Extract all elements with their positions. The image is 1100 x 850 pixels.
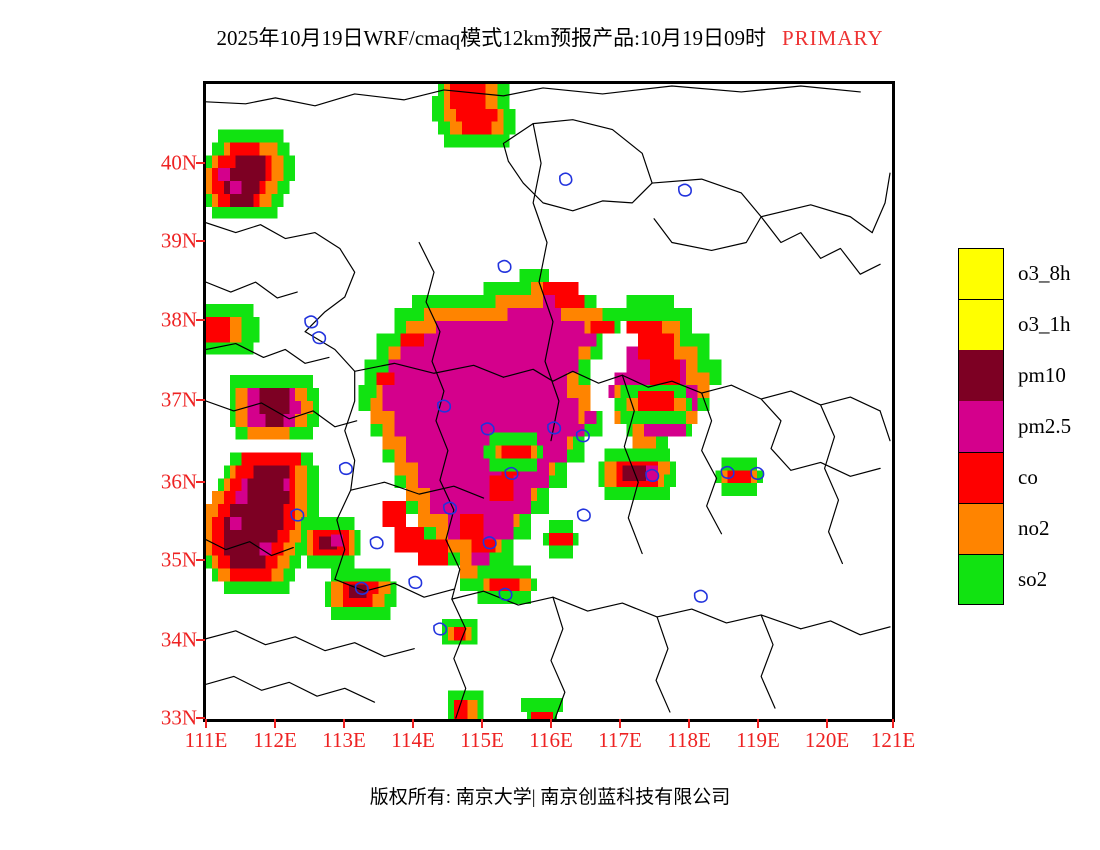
pollutant-legend: o3_8h o3_1h pm10 pm2.5 co no2 so2 xyxy=(958,248,1071,605)
legend-label-co: co xyxy=(1018,465,1038,489)
y-tick-mark xyxy=(196,399,205,401)
province-boundaries xyxy=(206,85,891,719)
x-tick-mark xyxy=(412,719,414,728)
title-primary-badge: PRIMARY xyxy=(781,26,884,50)
x-tick-label-121e: 121E xyxy=(870,728,916,752)
y-tick-mark xyxy=(196,639,205,641)
cluster-south-edge xyxy=(447,690,563,719)
legend-item-pm10[interactable]: pm10 xyxy=(958,350,1071,401)
legend-swatch-no2 xyxy=(958,503,1004,554)
x-tick-mark xyxy=(274,719,276,728)
legend-label-pm10: pm10 xyxy=(1018,363,1066,387)
x-tick-mark xyxy=(757,719,759,728)
legend-item-co[interactable]: co xyxy=(958,452,1071,503)
legend-label-o3_1h: o3_1h xyxy=(1018,312,1071,336)
x-tick-label-115e: 115E xyxy=(460,728,504,752)
y-tick-label-34n: 34N xyxy=(160,627,197,652)
legend-label-o3_8h: o3_8h xyxy=(1018,261,1071,285)
x-tick-mark xyxy=(481,719,483,728)
map-canvas xyxy=(206,84,891,719)
pollutant-raster xyxy=(206,84,764,719)
water-bodies xyxy=(290,172,765,636)
page-title: 2025年10月19日WRF/cmaq模式12km预报产品:10月19日09时 P… xyxy=(0,22,1100,52)
x-tick-label-119e: 119E xyxy=(736,728,780,752)
x-tick-label-117e: 117E xyxy=(598,728,642,752)
legend-label-pm25: pm2.5 xyxy=(1018,414,1072,438)
y-tick-label-38n: 38N xyxy=(160,307,197,332)
legend-item-o3_8h[interactable]: o3_8h xyxy=(958,248,1071,299)
cluster-south-113e xyxy=(301,516,361,569)
x-tick-mark xyxy=(550,719,552,728)
x-tick-mark xyxy=(688,719,690,728)
title-text: 2025年10月19日WRF/cmaq模式12km预报产品:10月19日09时 xyxy=(216,26,766,50)
x-tick-label-112e: 112E xyxy=(253,728,297,752)
cluster-sw-pm10 xyxy=(206,452,320,595)
x-tick-mark xyxy=(892,719,894,728)
legend-label-no2: no2 xyxy=(1018,516,1050,540)
y-tick-mark xyxy=(196,319,205,321)
x-tick-mark xyxy=(619,719,621,728)
x-tick-mark xyxy=(205,719,207,728)
cluster-west-37n xyxy=(229,375,320,440)
y-tick-mark xyxy=(196,162,205,164)
cluster-misc-small xyxy=(441,519,579,645)
y-tick-label-35n: 35N xyxy=(160,547,197,572)
x-tick-label-114e: 114E xyxy=(391,728,435,752)
cluster-east-116e xyxy=(614,385,692,424)
cluster-nw-shanxi xyxy=(206,129,296,219)
legend-swatch-o3_8h xyxy=(958,248,1004,299)
legend-item-o3_1h[interactable]: o3_1h xyxy=(958,299,1071,350)
cluster-west-38n xyxy=(206,303,260,355)
legend-swatch-so2 xyxy=(958,554,1004,605)
legend-item-pm25[interactable]: pm2.5 xyxy=(958,401,1071,452)
x-tick-label-118e: 118E xyxy=(667,728,711,752)
legend-swatch-pm25 xyxy=(958,401,1004,452)
y-tick-label-36n: 36N xyxy=(160,469,197,494)
legend-swatch-pm10 xyxy=(958,350,1004,401)
legend-item-no2[interactable]: no2 xyxy=(958,503,1071,554)
y-tick-mark xyxy=(196,559,205,561)
y-tick-mark xyxy=(196,481,205,483)
y-tick-mark xyxy=(196,717,205,719)
y-tick-label-40n: 40N xyxy=(160,150,197,175)
legend-swatch-o3_1h xyxy=(958,299,1004,350)
cluster-central-main xyxy=(358,269,722,605)
x-tick-label-116e: 116E xyxy=(529,728,573,752)
y-tick-mark xyxy=(196,240,205,242)
y-tick-label-37n: 37N xyxy=(160,387,197,412)
legend-swatch-co xyxy=(958,452,1004,503)
x-tick-mark xyxy=(343,719,345,728)
legend-item-so2[interactable]: so2 xyxy=(958,554,1071,605)
copyright-footer: 版权所有: 南京大学| 南京创蓝科技有限公司 xyxy=(369,787,731,808)
cluster-113e-35n xyxy=(324,568,397,620)
cluster-north-imar xyxy=(432,84,516,148)
cluster-118e xyxy=(598,448,676,501)
y-tick-label-33n: 33N xyxy=(160,705,197,730)
x-tick-mark xyxy=(826,719,828,728)
y-tick-label-39n: 39N xyxy=(160,228,197,253)
x-tick-label-111e: 111E xyxy=(184,728,228,752)
legend-label-so2: so2 xyxy=(1018,567,1048,591)
map-plot-area xyxy=(203,81,895,722)
x-tick-label-120e: 120E xyxy=(804,728,850,752)
x-tick-label-113e: 113E xyxy=(322,728,366,752)
